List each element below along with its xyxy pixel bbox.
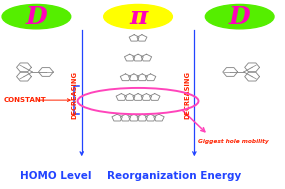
- Text: Reorganization Energy: Reorganization Energy: [107, 171, 241, 181]
- Text: π: π: [129, 5, 147, 29]
- Text: DECREASING: DECREASING: [184, 70, 190, 119]
- Text: HOMO Level: HOMO Level: [20, 171, 91, 181]
- Text: D: D: [229, 5, 251, 29]
- Ellipse shape: [104, 5, 172, 29]
- Text: Giggest hole mobility: Giggest hole mobility: [198, 139, 269, 144]
- Ellipse shape: [2, 5, 71, 29]
- Text: D: D: [26, 5, 47, 29]
- Ellipse shape: [205, 5, 274, 29]
- Text: CONSTANT: CONSTANT: [3, 97, 46, 103]
- Text: DECREASING: DECREASING: [72, 70, 78, 119]
